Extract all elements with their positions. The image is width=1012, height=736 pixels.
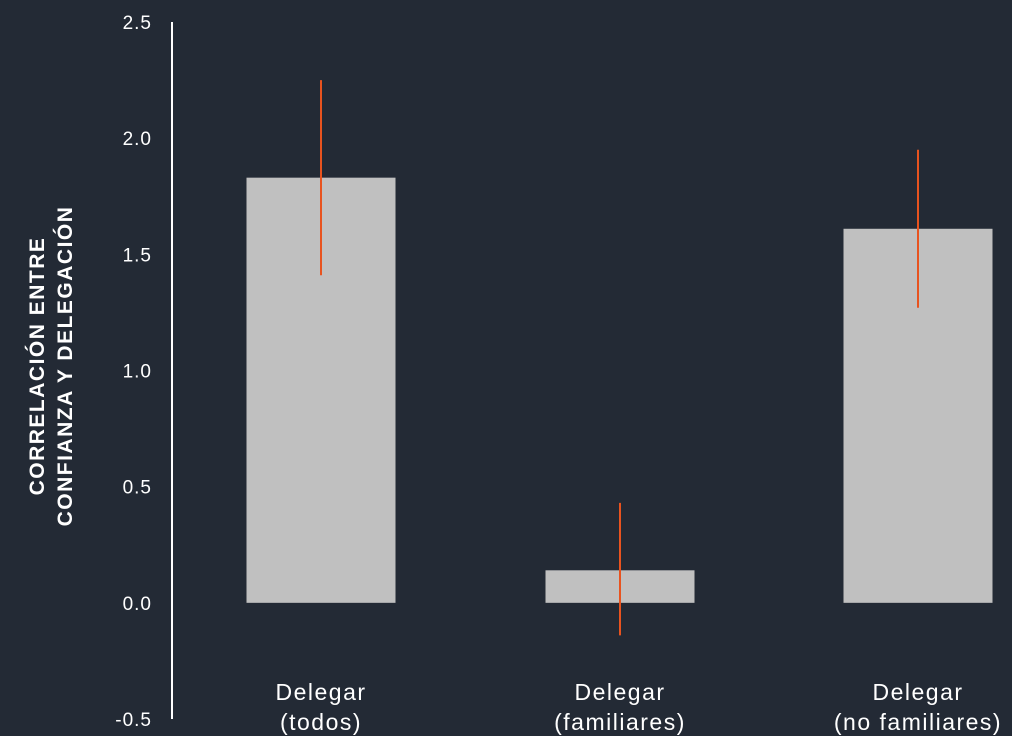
y-axis-ticks: 2.5 2.0 1.5 1.0 0.5 0.0 -0.5 <box>115 13 152 731</box>
y-tick-label: 0.5 <box>123 478 152 499</box>
category-labels: Delegar (todos) Delegar (familiares) Delegar… <box>275 679 1002 735</box>
category-label: (todos) <box>280 709 362 735</box>
y-tick-label: 0.0 <box>123 594 152 615</box>
y-tick-label: -0.5 <box>115 710 152 731</box>
category-label: Delegar <box>275 679 366 705</box>
y-axis-title-line-1: CORRELACIÓN ENTRE <box>25 237 49 496</box>
y-axis-title-line-2: CONFIANZA Y DELEGACIÓN <box>53 206 77 527</box>
category-label: (familiares) <box>554 709 686 735</box>
category-label: Delegar <box>872 679 963 705</box>
y-tick-label: 1.5 <box>123 245 152 266</box>
error-bars <box>320 80 919 636</box>
category-label: (no familiares) <box>834 709 1002 735</box>
y-tick-label: 2.5 <box>123 13 152 34</box>
category-label: Delegar <box>574 679 665 705</box>
y-tick-label: 1.0 <box>123 362 152 383</box>
y-tick-label: 2.0 <box>123 129 152 150</box>
y-axis-title: CORRELACIÓN ENTRE CONFIANZA Y DELEGACIÓN <box>25 206 77 527</box>
